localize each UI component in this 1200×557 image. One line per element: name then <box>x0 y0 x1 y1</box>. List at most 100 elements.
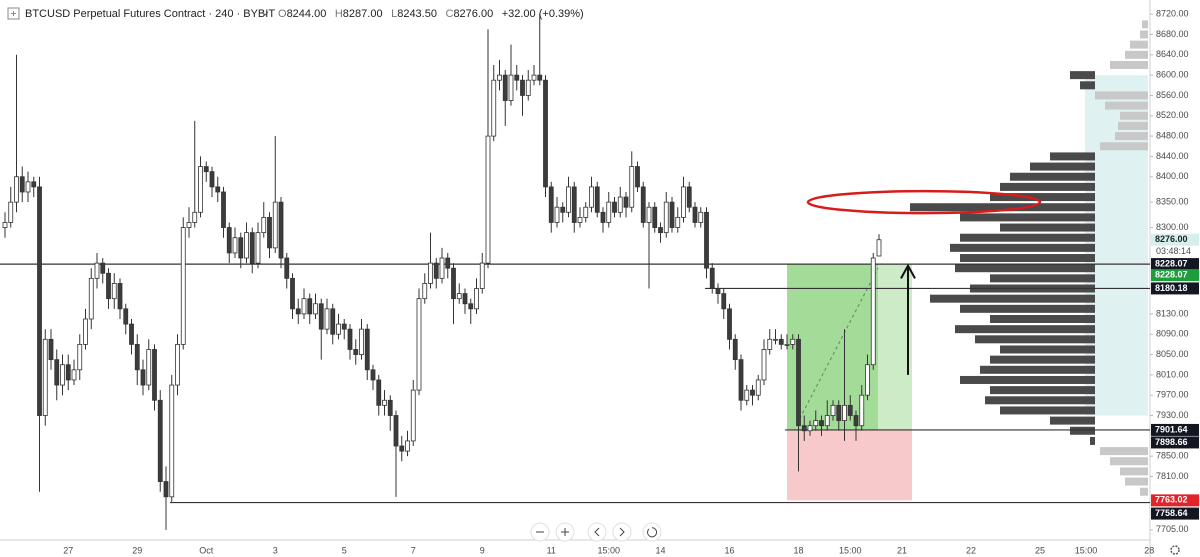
candle-body <box>594 186 600 213</box>
x-tick-label: 25 <box>1035 545 1045 555</box>
candle-body <box>48 338 54 361</box>
candle-body <box>583 206 589 218</box>
candle-body <box>755 379 761 396</box>
scroll-left-icon <box>594 527 600 537</box>
candle-body <box>847 404 853 416</box>
y-tick-label: 8010.00 <box>1156 369 1189 379</box>
candle-body <box>14 176 19 203</box>
candle-body <box>387 399 393 416</box>
candle-body <box>111 283 117 300</box>
candle-body <box>491 79 497 137</box>
candle-body <box>479 262 485 289</box>
candle-body <box>468 303 474 310</box>
candle-body <box>405 440 410 452</box>
x-tick-label: 29 <box>132 545 142 555</box>
volume-bar <box>1110 457 1148 466</box>
volume-bar <box>1095 91 1148 100</box>
candle-body <box>439 257 445 279</box>
reset-button[interactable] <box>642 522 662 542</box>
candle-body <box>612 201 617 213</box>
x-tick-label: 18 <box>793 545 803 555</box>
candle-body <box>640 186 646 223</box>
price-label-box <box>1151 494 1199 507</box>
candle-body <box>117 283 123 310</box>
candle-body <box>520 79 525 96</box>
candles <box>2 14 882 530</box>
axes: 8720.00 8680.00 8640.00 8600.00 8560.00 8520.… <box>63 9 1199 555</box>
candle-body <box>428 262 433 284</box>
x-tick-label: 27 <box>63 545 73 555</box>
candle-body <box>451 267 456 300</box>
candle-body <box>31 181 37 188</box>
ohlc-key: L <box>391 8 397 20</box>
price-change: +32.00 (+0.39%) <box>502 8 584 20</box>
price-label-box <box>1151 269 1199 282</box>
volume-bar <box>1120 111 1148 120</box>
candle-body <box>60 364 65 386</box>
symbol-menu-chevron[interactable] <box>261 11 269 16</box>
candle-body <box>88 277 94 320</box>
x-tick-label: 28 <box>1144 545 1154 555</box>
position-path <box>796 267 879 425</box>
ohlc-values: O8244.00 H8287.00 L8243.50 C8276.00 +32.… <box>278 8 584 20</box>
x-tick-label: 16 <box>724 545 734 555</box>
volume-bar <box>955 325 1095 334</box>
annotations <box>806 189 1042 375</box>
candle-body <box>393 415 399 447</box>
volume-bar <box>1070 426 1095 435</box>
candle-body <box>824 415 830 427</box>
candle-body <box>140 369 146 386</box>
candle-body <box>744 389 750 401</box>
candle-body <box>876 239 882 257</box>
ohlc-value: 8287.00 <box>343 8 383 20</box>
candle-body <box>232 237 238 254</box>
price-label-box <box>1151 507 1199 520</box>
y-tick-label: 7970.00 <box>1156 390 1189 400</box>
candle-body <box>238 237 244 259</box>
candle-body <box>750 389 755 396</box>
highlight-ellipse <box>806 189 1042 215</box>
ohlc-value: 8244.00 <box>287 8 327 20</box>
price-label-box <box>1151 233 1199 246</box>
candle-body <box>635 166 640 188</box>
candle-body <box>548 186 554 223</box>
candle-body <box>445 257 451 269</box>
chart-icon[interactable] <box>7 7 20 20</box>
scroll-right-button[interactable] <box>612 522 632 542</box>
candle-body <box>554 206 560 223</box>
x-tick-label: Oct <box>199 545 214 555</box>
y-tick-label: 8090.00 <box>1156 329 1189 339</box>
volume-bar <box>1000 182 1095 191</box>
candle-body <box>37 186 42 416</box>
x-tick-label: 5 <box>342 545 347 555</box>
candle-body <box>54 359 60 386</box>
candle-body <box>330 308 336 335</box>
volume-bar <box>975 335 1095 344</box>
volume-bar <box>1010 172 1095 181</box>
candle-body <box>543 79 548 188</box>
y-tick-label: 8440.00 <box>1156 151 1189 161</box>
candle-body <box>433 262 439 279</box>
volume-bar <box>1125 477 1148 486</box>
candle-body <box>801 425 807 432</box>
volume-bar <box>960 233 1095 242</box>
candle-body <box>525 79 531 96</box>
candle-body <box>566 186 571 213</box>
candle-body <box>577 216 583 223</box>
candle-body <box>278 201 284 259</box>
y-tick-label: 8680.00 <box>1156 29 1189 39</box>
candle-body <box>571 186 577 223</box>
volume-bar <box>1100 447 1148 456</box>
legend-header: BTCUSD Perpetual Futures Contract · 240 … <box>7 7 584 20</box>
settings-icon[interactable] <box>1170 545 1180 555</box>
volume-bar <box>1130 40 1148 49</box>
candle-body <box>267 216 272 249</box>
price-label: 8228.07 <box>1155 269 1188 279</box>
candle-body <box>186 222 192 228</box>
volume-bar <box>960 375 1095 384</box>
scroll-left-button[interactable] <box>587 522 607 542</box>
price-label: 8276.00 <box>1155 234 1188 244</box>
volume-bar <box>1125 50 1148 59</box>
volume-bar <box>960 304 1095 313</box>
candle-body <box>382 399 387 406</box>
